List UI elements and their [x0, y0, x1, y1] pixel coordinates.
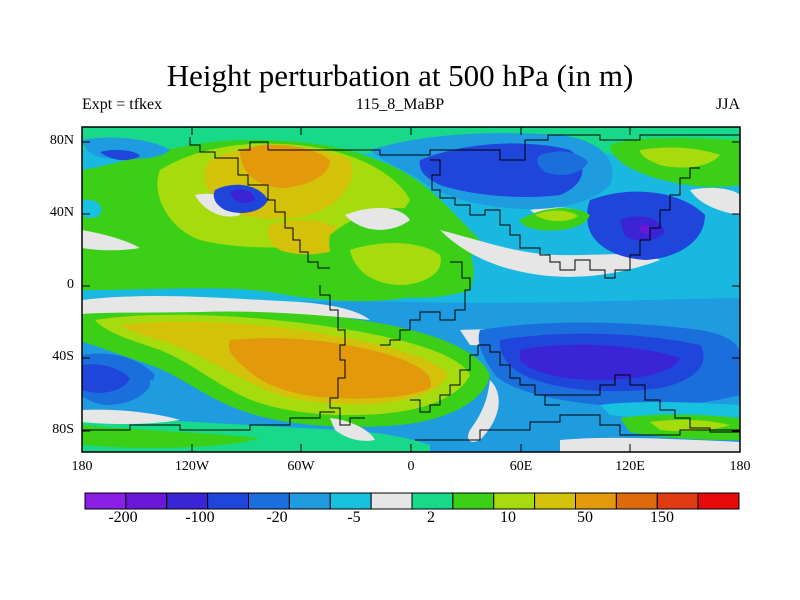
colorbar-swatch: [370, 492, 413, 510]
colorbar-label: -20: [266, 509, 288, 526]
colorbar-label: 10: [500, 509, 516, 526]
season-label: JJA: [715, 96, 740, 113]
colorbar-swatch: [125, 492, 168, 510]
lon-label-120e: 120E: [615, 459, 645, 474]
contour-field: [82, 127, 740, 452]
colorbar-swatch: [248, 492, 290, 510]
lon-label-120w: 120W: [174, 459, 210, 474]
colorbar-swatch: [575, 492, 617, 510]
coastlines: [82, 134, 740, 441]
colorbar-label: 2: [427, 509, 435, 526]
colorbar-swatch: [697, 492, 740, 510]
colorbar-label: -200: [108, 509, 138, 526]
colorbar-swatch: [207, 492, 249, 510]
lon-label-60w: 60W: [287, 459, 315, 474]
colorbar-swatch: [166, 492, 209, 510]
lat-label-40n: 40N: [49, 205, 74, 220]
colorbar-swatch: [84, 492, 127, 510]
colorbar-label: -100: [185, 509, 215, 526]
colorbar-swatch: [534, 492, 576, 510]
colorbar-swatch: [452, 492, 495, 510]
lon-label-180e: 180: [729, 459, 751, 474]
colorbar-swatch: [411, 492, 454, 510]
colorbar-swatch: [493, 492, 536, 510]
lon-label-60e: 60E: [509, 459, 533, 474]
colorbar-swatch: [329, 492, 372, 510]
colorbar-label: 50: [577, 509, 593, 526]
lat-label-80s: 80S: [52, 422, 74, 437]
period-label: 115_8_MaBP: [355, 96, 445, 113]
colorbar-swatch: [288, 492, 331, 510]
colorbar: [84, 492, 740, 510]
lat-label-40s: 40S: [52, 349, 74, 364]
lat-label-0: 0: [67, 277, 74, 292]
lon-label-180w: 180: [71, 459, 93, 474]
experiment-label: Expt = tfkex: [82, 96, 163, 113]
lat-label-80n: 80N: [49, 133, 74, 148]
lon-label-0: 0: [407, 459, 415, 474]
map-title: Height perturbation at 500 hPa (in m): [166, 58, 634, 93]
colorbar-label: -5: [347, 509, 361, 526]
axis-ticks: [82, 127, 740, 452]
colorbar-swatch: [656, 492, 699, 510]
colorbar-swatch: [615, 492, 658, 510]
colorbar-label: 150: [650, 509, 674, 526]
